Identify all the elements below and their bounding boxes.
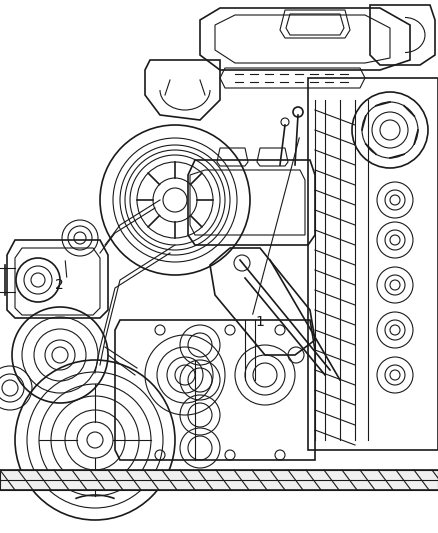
Text: 1: 1 — [255, 315, 265, 329]
Polygon shape — [0, 470, 438, 490]
Text: 2: 2 — [55, 278, 64, 292]
